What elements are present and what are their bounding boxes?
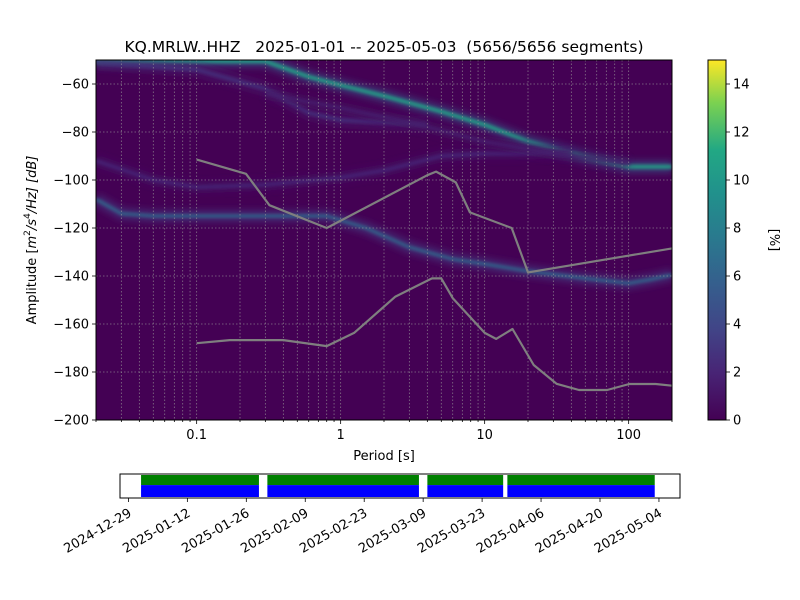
timeline-segments — [141, 475, 655, 497]
timeline-coverage-bar — [507, 485, 655, 497]
noise-model-low — [196, 277, 672, 392]
noise-models — [196, 158, 672, 392]
x-tick-label: 1 — [337, 428, 345, 443]
noise-model-high — [196, 158, 672, 274]
colorbar-tick-label: 6 — [733, 270, 741, 285]
timeline-coverage-bar — [141, 485, 259, 497]
y-tick-label: −80 — [62, 126, 89, 141]
colorbar-tick-label: 4 — [733, 318, 741, 333]
timeline-coverage-bar — [267, 485, 419, 497]
ridge-secondary — [96, 197, 672, 285]
y-tick-label: −100 — [53, 174, 89, 189]
x-tick-label: 0.1 — [186, 428, 207, 443]
y-tick-label: −180 — [53, 366, 89, 381]
y-tick-label: −140 — [53, 270, 89, 285]
colorbar-tick-label: 8 — [733, 222, 741, 237]
y-label-exp2: 2 — [23, 230, 33, 236]
ridge-microseism-band — [96, 149, 572, 189]
timeline-data-bar — [141, 475, 259, 486]
timeline-coverage-bar — [427, 485, 504, 497]
colorbar-tick-label: 2 — [733, 366, 741, 381]
x-axis-label: Period [s] — [353, 449, 415, 464]
y-axis-label: Amplitude [m2/s4/Hz] [dB] — [23, 156, 40, 325]
colorbar-tick-label: 14 — [733, 78, 750, 93]
colorbar-label: [%] — [766, 229, 781, 252]
timeline-data-bar — [427, 475, 504, 486]
y-label-pre: Amplitude [ — [25, 248, 40, 324]
x-axis-ticks: 0.1 1 10 100 — [95, 420, 673, 443]
colorbar — [707, 59, 727, 421]
colorbar-ticks: 0 2 4 6 8 10 12 14 — [726, 78, 750, 429]
x-tick-label: 10 — [476, 428, 493, 443]
timeline-data-bar — [507, 475, 655, 486]
y-label-s: /s — [25, 219, 40, 231]
y-tick-label: −200 — [53, 414, 89, 429]
y-tick-label: −120 — [53, 222, 89, 237]
y-tick-label: −60 — [62, 78, 89, 93]
y-label-hz: /Hz] [dB] — [25, 156, 40, 215]
timeline-data-bar — [267, 475, 419, 486]
colorbar-tick-label: 0 — [733, 414, 741, 429]
colorbar-tick-label: 12 — [733, 126, 750, 141]
y-label-m: m — [25, 236, 40, 249]
y-axis-ticks: −200 −180 −160 −140 −120 −100 −80 −60 — [53, 78, 96, 429]
grid-layer — [96, 60, 672, 420]
timeline-tick-label: 2025-05-04 — [592, 506, 665, 557]
x-tick-label: 100 — [616, 428, 641, 443]
chart-title: KQ.MRLW..HHZ 2025-01-01 -- 2025-05-03 (5… — [124, 38, 643, 56]
timeline-ticks: 2024-12-292025-01-122025-01-262025-02-09… — [61, 498, 665, 557]
y-label-exp4: 4 — [23, 213, 33, 219]
y-tick-label: −160 — [53, 318, 89, 333]
colorbar-tick-label: 10 — [733, 174, 750, 189]
